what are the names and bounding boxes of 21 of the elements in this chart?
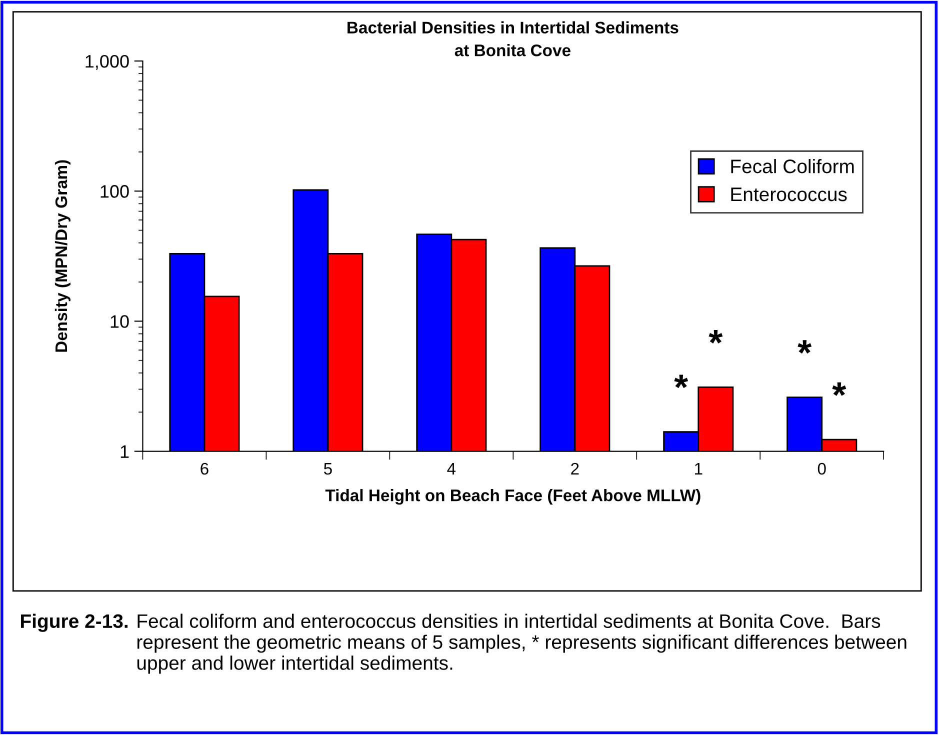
x-tick-label: 6	[200, 462, 208, 475]
x-tick-label: 5	[324, 463, 332, 475]
y-axis-title: Density (MPN/Dry Gram)	[54, 160, 70, 352]
text: Fecal coliform and enterococcus densities in intertidal sediments at Bonita Cove. Bars represent the geometric means of 5 samples, * represents significant differences between upper and lower intertidal sediments.	[137, 614, 906, 674]
legend-label: Enterococcus	[731, 188, 847, 202]
x-axis-title: Tidal Height on Beach Face (Feet Above MLLW)	[325, 489, 700, 505]
legend-label: Fecal Coliform	[731, 159, 854, 174]
x-tick-label: 2	[571, 462, 579, 474]
annotation: *	[674, 374, 688, 388]
annotation: *	[798, 340, 812, 354]
chart-title: Bacterial Densities in Intertidal Sediments at Bonita Cove	[348, 21, 678, 56]
y-tick-label: 10	[110, 315, 129, 328]
annotation: *	[832, 382, 846, 396]
caption: Figure 2-13.	[21, 614, 128, 632]
x-tick-label: 1	[695, 463, 702, 474]
y-tick-label: 100	[100, 185, 129, 198]
annotation: *	[708, 330, 723, 344]
x-tick-label: 4	[447, 463, 456, 474]
y-tick-label: 1	[120, 445, 129, 458]
x-tick-label: 0	[818, 462, 826, 475]
y-tick-label: 1,000	[86, 54, 129, 70]
